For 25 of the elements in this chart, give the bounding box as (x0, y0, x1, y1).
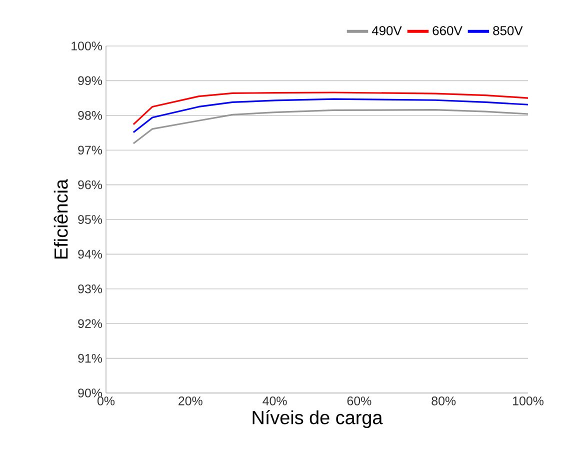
legend-label: 850V (493, 26, 523, 36)
line-series (132, 98, 529, 134)
y-tick-label: 91% (78, 354, 102, 363)
y-tick-label: 98% (78, 110, 102, 120)
line-series (132, 109, 529, 144)
y-tick-label: 93% (78, 284, 102, 294)
y-tick-label: 90% (78, 388, 102, 398)
y-tick-label: 97% (78, 146, 102, 155)
x-tick-label: 40% (262, 396, 287, 406)
y-tick-label: 95% (78, 215, 102, 224)
x-tick-label: 20% (178, 396, 202, 406)
line-series (132, 92, 529, 126)
x-tick-label: 60% (347, 396, 372, 406)
x-tick-label: 80% (432, 396, 456, 406)
y-tick-label: 99% (78, 76, 102, 86)
legend-label: 660V (432, 26, 462, 36)
y-tick-label: 100% (72, 42, 102, 50)
y-axis-title: Eficiência (54, 179, 68, 258)
legend-label: 490V (372, 26, 402, 36)
y-tick-label: 92% (78, 319, 102, 328)
x-axis-title: Níveis de carga (252, 410, 383, 428)
x-tick-label: 100% (513, 396, 544, 406)
x-tick-label: 0% (97, 396, 115, 406)
y-tick-label: 94% (78, 250, 102, 259)
y-tick-label: 96% (78, 180, 102, 190)
